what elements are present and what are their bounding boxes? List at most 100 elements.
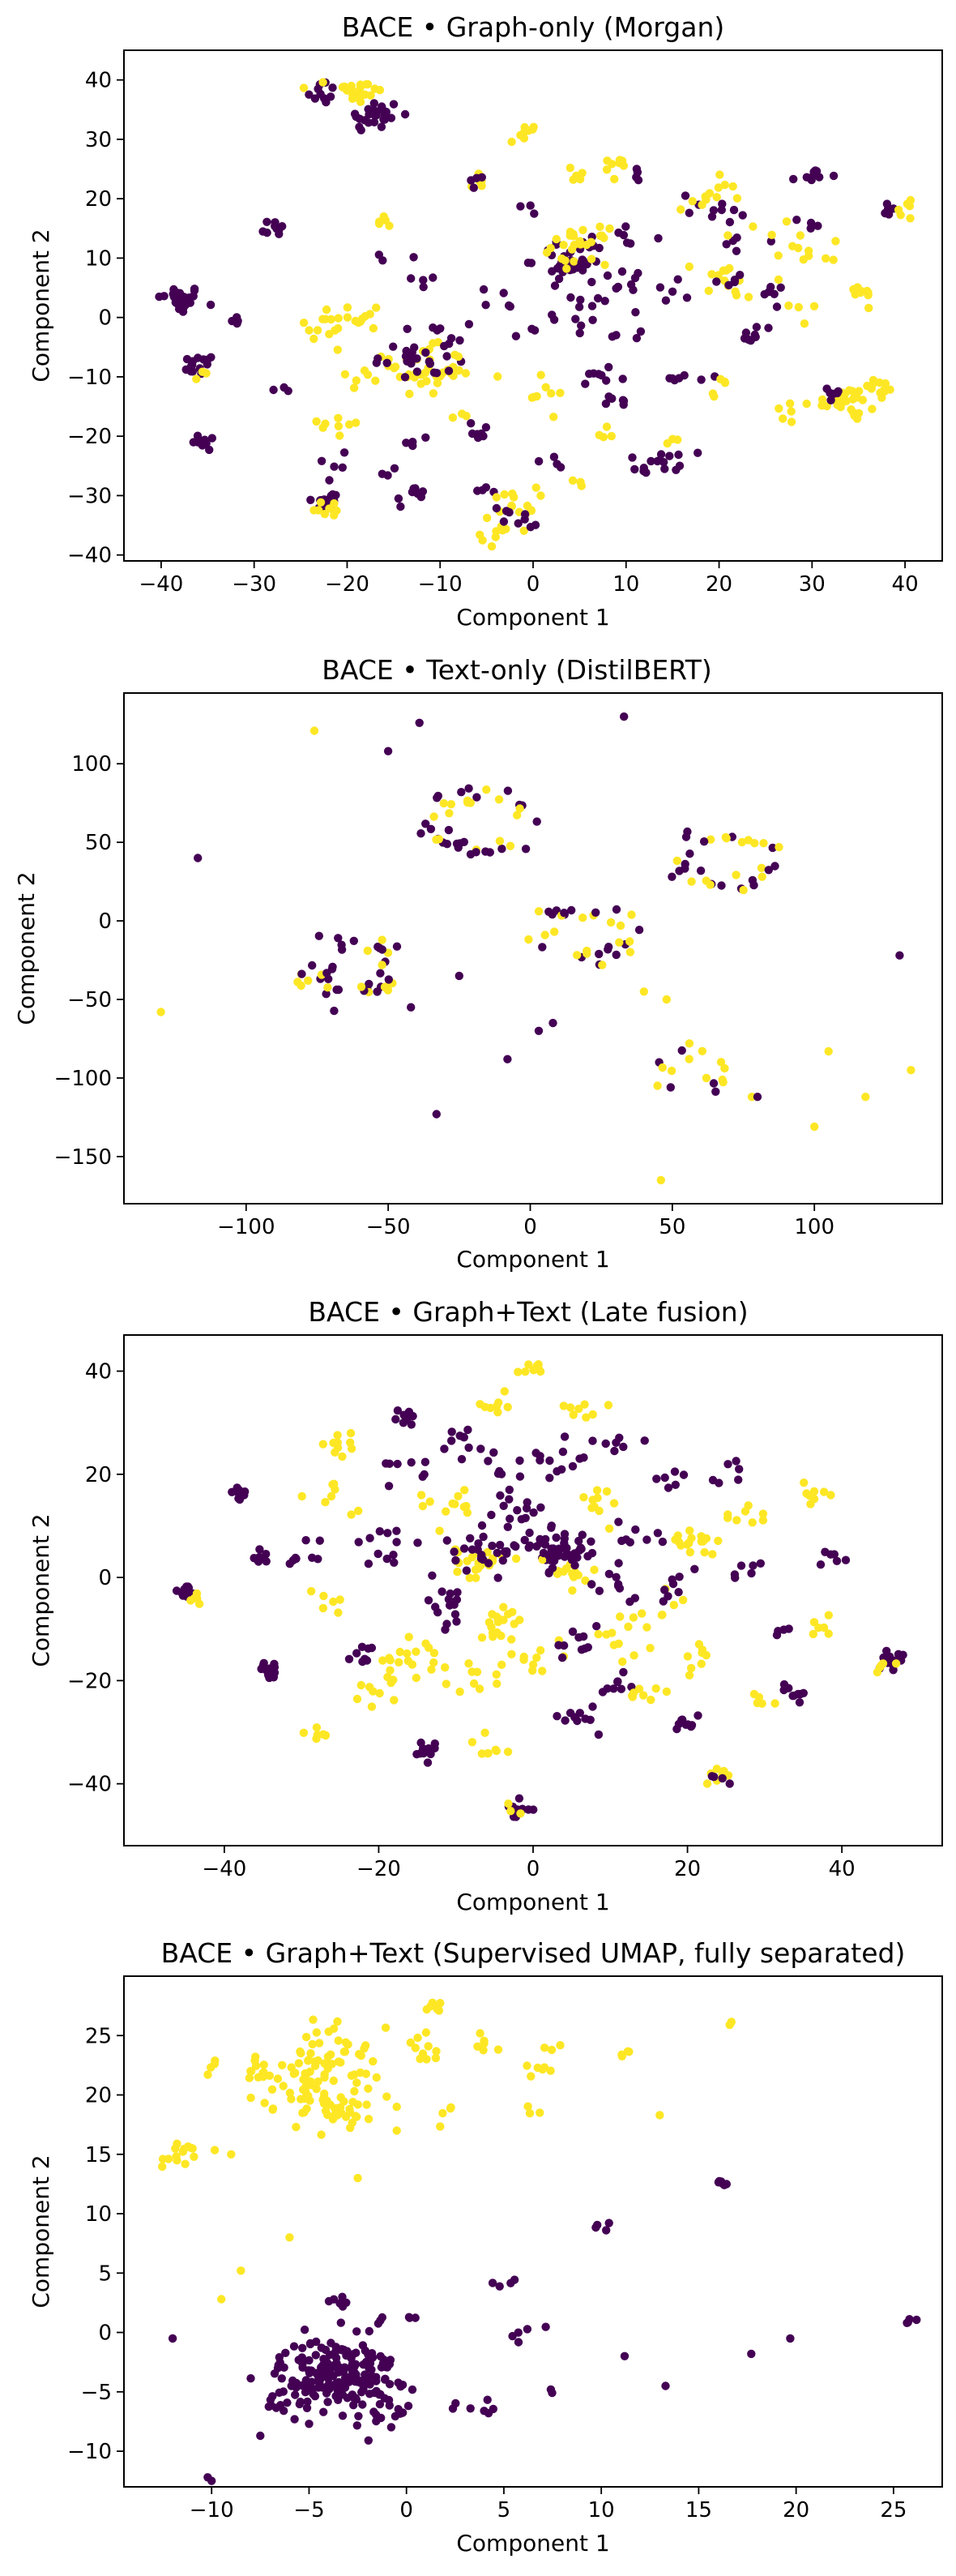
scatter-point	[548, 2388, 557, 2398]
scatter-point	[715, 170, 724, 179]
scatter-point	[521, 1367, 530, 1376]
scatter-point	[758, 1509, 768, 1518]
scatter-point	[467, 419, 476, 428]
scatter-point	[685, 1526, 694, 1535]
scatter-point	[292, 2122, 301, 2132]
scatter-point	[578, 169, 587, 178]
scatter-point	[259, 2060, 268, 2069]
scatter-point	[675, 867, 684, 875]
scatter-point	[587, 1548, 597, 1558]
scatter-point	[376, 2390, 385, 2398]
scatter-point	[312, 1734, 321, 1744]
scatter-point	[372, 303, 381, 312]
x-axis-label: Component 1	[456, 1889, 609, 1915]
scatter-point	[448, 413, 458, 422]
scatter-point	[573, 951, 582, 960]
scatter-point	[314, 2039, 324, 2048]
scatter-point	[297, 2353, 306, 2362]
scatter-point	[906, 195, 915, 205]
scatter-point	[595, 949, 604, 959]
scatter-point	[751, 332, 760, 341]
scatter-point	[353, 2100, 362, 2109]
scatter-point	[504, 301, 514, 310]
scatter-point	[617, 267, 627, 276]
scatter-point	[168, 2334, 177, 2343]
scatter-point	[309, 334, 318, 344]
scatter-point	[515, 1456, 524, 1466]
scatter-point	[504, 1799, 513, 1808]
scatter-point	[631, 1525, 640, 1534]
scatter-point	[723, 231, 732, 240]
scatter-point	[472, 1573, 480, 1582]
scatter-point	[193, 1594, 202, 1603]
scatter-point	[477, 1633, 487, 1642]
scatter-point	[618, 1657, 627, 1667]
scatter-point	[318, 1440, 327, 1448]
scatter-point	[540, 1540, 550, 1549]
scatter-point	[514, 1367, 523, 1376]
scatter-point	[404, 2313, 414, 2321]
axis-ticks: −40 −20 0 20 40 −40 −20 0 20 40	[67, 1360, 856, 1881]
scatter-point	[260, 2099, 269, 2107]
scatter-point	[352, 2327, 361, 2336]
scatter-point	[647, 1695, 655, 1705]
scatter-point	[799, 1688, 808, 1697]
scatter-point	[725, 2020, 734, 2030]
scatter-point	[655, 2111, 664, 2120]
scatter-point	[732, 1516, 741, 1525]
scatter-point	[594, 370, 604, 379]
scatter-point	[333, 1431, 342, 1440]
scatter-point	[724, 280, 733, 289]
scatter-point	[906, 214, 915, 223]
scatter-point	[193, 431, 203, 440]
x-axis-label: Component 1	[456, 1246, 609, 1273]
y-tick-label: −20	[67, 1669, 112, 1693]
scatter-point	[302, 2403, 312, 2412]
scatter-point	[358, 2400, 367, 2409]
scatter-point	[688, 197, 697, 206]
scatter-point	[667, 1066, 676, 1076]
scatter-point	[510, 1541, 519, 1550]
scatter-point	[560, 909, 569, 918]
scatter-point	[785, 399, 795, 408]
scatter-point	[549, 452, 559, 461]
y-tick-label: −40	[67, 544, 112, 568]
scatter-point	[305, 2356, 314, 2365]
scatter-point	[558, 1447, 568, 1457]
scatter-point	[245, 2073, 254, 2082]
y-tick-label: −30	[67, 484, 112, 508]
scatter-point	[352, 1694, 362, 1704]
scatter-point	[392, 2126, 401, 2135]
scatter-point	[305, 2368, 314, 2377]
scatter-point	[299, 319, 309, 327]
scatter-point	[561, 1716, 570, 1725]
scatter-point	[367, 1702, 377, 1711]
scatter-point	[673, 435, 682, 444]
scatter-point	[575, 237, 584, 246]
scatter-point	[519, 134, 529, 143]
scatter-point	[343, 303, 352, 312]
scatter-point	[422, 2055, 431, 2064]
scatter-point	[712, 277, 721, 286]
scatter-point	[578, 1530, 587, 1539]
scatter-point	[631, 308, 640, 317]
scatter-point	[312, 2368, 321, 2377]
scatter-point	[317, 2383, 326, 2392]
scatter-point	[612, 950, 621, 960]
scatter-point	[804, 246, 813, 255]
scatter-point	[568, 1461, 578, 1471]
scatter-point	[339, 448, 349, 457]
scatter-point	[538, 1667, 547, 1675]
scatter-point	[864, 303, 873, 313]
scatter-point	[542, 248, 552, 257]
scatter-point	[390, 1696, 399, 1705]
scatter-point	[819, 1623, 829, 1632]
scatter-point	[380, 111, 389, 120]
scatter-point	[403, 324, 412, 333]
scatter-point	[587, 277, 596, 287]
scatter-point	[614, 1639, 623, 1649]
scatter-point	[519, 526, 528, 535]
scatter-point	[630, 1651, 638, 1660]
scatter-point	[299, 2075, 308, 2084]
scatter-point	[403, 2402, 413, 2411]
